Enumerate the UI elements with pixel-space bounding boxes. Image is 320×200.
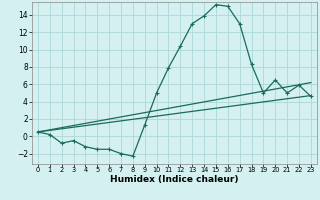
X-axis label: Humidex (Indice chaleur): Humidex (Indice chaleur) (110, 175, 239, 184)
